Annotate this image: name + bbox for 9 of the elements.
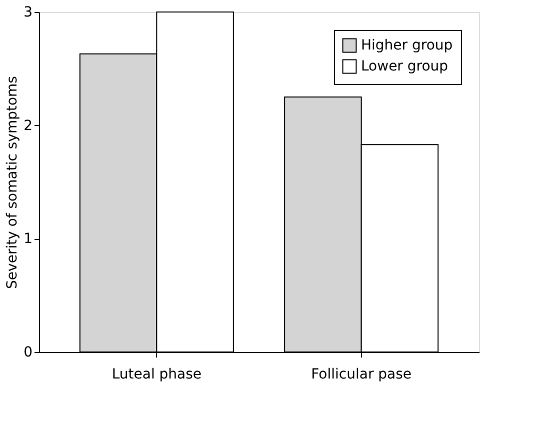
y-tick-label: 2 <box>24 118 32 134</box>
x-tick-label: Luteal phase <box>112 366 202 382</box>
y-tick-label: 3 <box>24 4 32 20</box>
y-axis-title: Severity of somatic symptoms <box>4 76 21 289</box>
x-tick-label: Follicular pase <box>311 366 412 382</box>
y-tick-label: 1 <box>24 231 32 248</box>
legend-label: Lower group <box>361 58 448 74</box>
legend-label: Higher group <box>361 38 453 54</box>
y-tick-label: 0 <box>24 344 32 360</box>
